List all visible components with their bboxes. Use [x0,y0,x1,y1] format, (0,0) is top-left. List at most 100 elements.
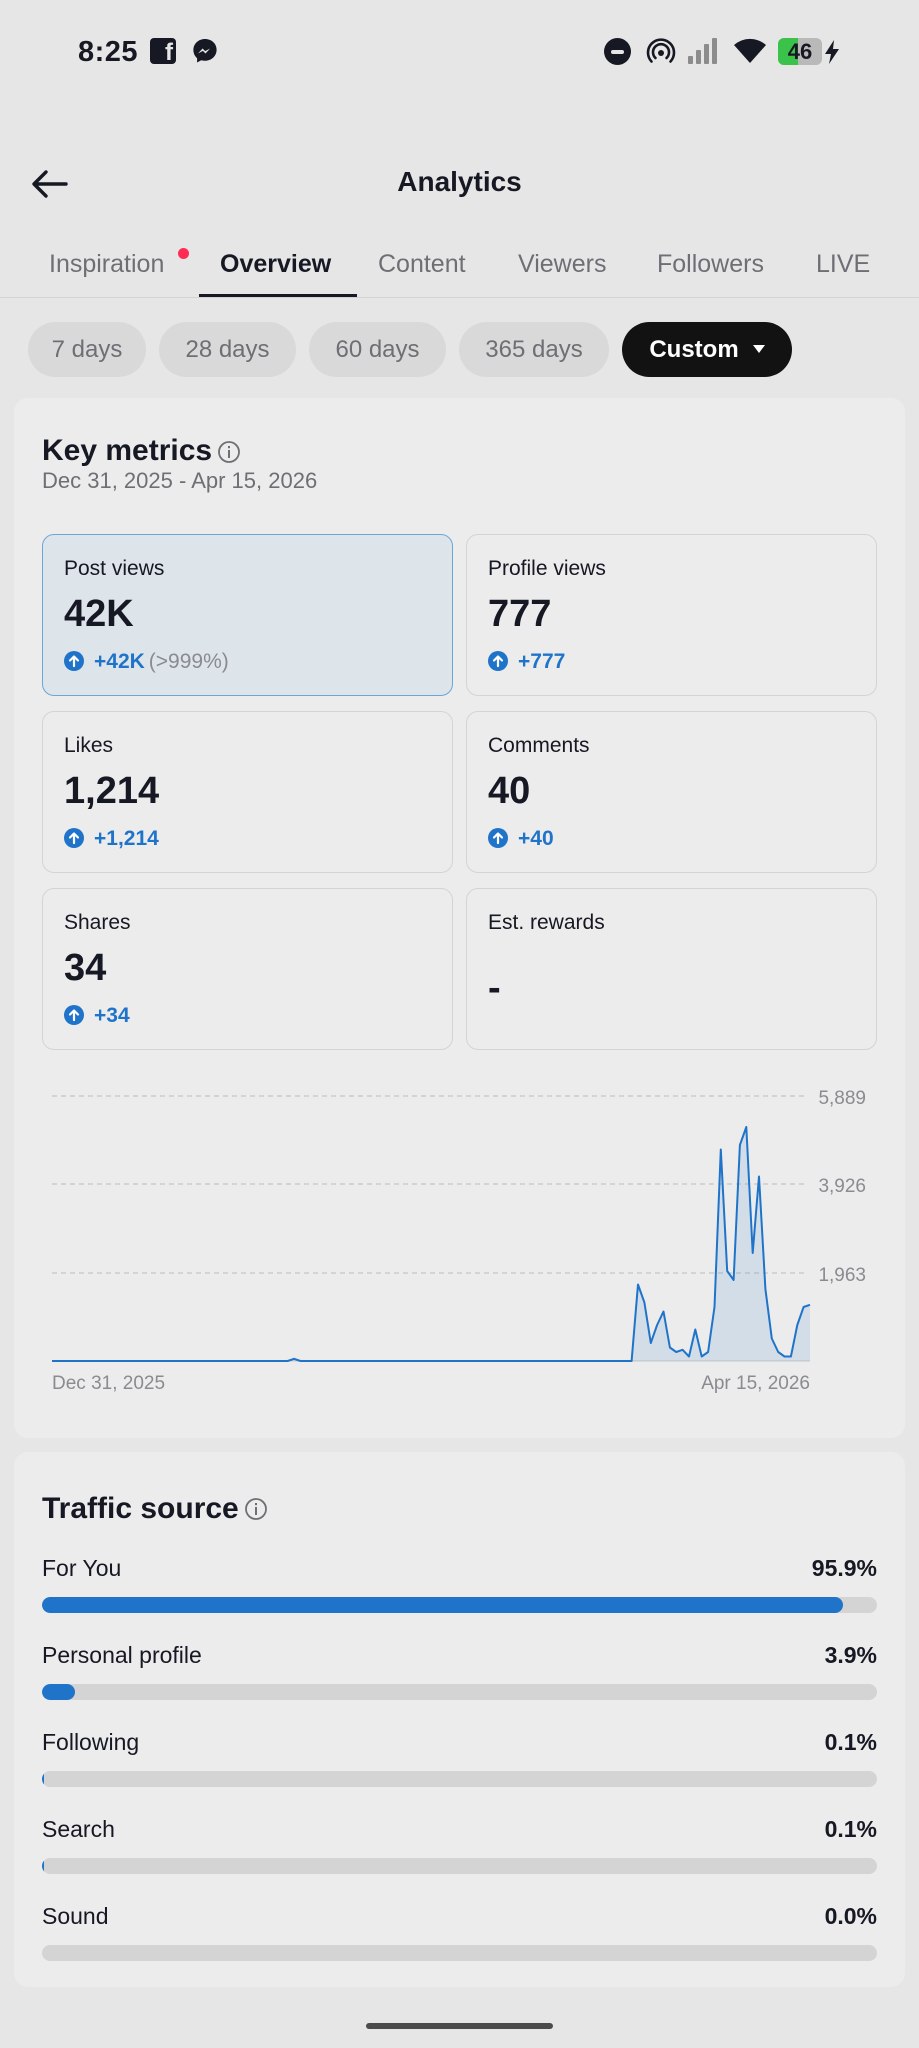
tab-content[interactable]: Content [378,250,466,278]
hotspot-icon [646,38,676,63]
traffic-percent: 0.0% [824,1903,877,1929]
progress-track [42,1945,877,1961]
traffic-row-personal-profile: Personal profile 3.9% [42,1642,877,1722]
tab-viewers[interactable]: Viewers [518,250,607,278]
info-icon[interactable] [244,1497,268,1521]
metric-label: Post views [64,557,165,580]
home-indicator[interactable] [366,2023,553,2029]
arrow-up-circle-icon [64,828,84,848]
metric-value: 1,214 [64,770,160,812]
metric-change: +40 [488,827,554,851]
key-metrics-card: Key metrics Dec 31, 2025 - Apr 15, 2026 … [14,398,905,1438]
progress-track [42,1858,877,1874]
metric-label: Comments [488,734,590,757]
charging-icon [825,40,839,64]
metric-label: Shares [64,911,131,934]
progress-fill [42,1597,843,1613]
tab-inspiration[interactable]: Inspiration [49,250,165,278]
filter-28-days[interactable]: 28 days [159,322,296,377]
battery-icon: 46 [778,38,822,65]
back-arrow-icon[interactable] [28,162,72,206]
metric-card-shares[interactable]: Shares 34 +34 [42,888,453,1050]
active-tab-indicator [199,294,357,297]
metric-label: Likes [64,734,114,757]
battery-level: 46 [787,39,813,64]
filter-60-days[interactable]: 60 days [309,322,446,377]
traffic-label: Search [42,1816,115,1842]
metric-card-post-views[interactable]: Post views 42K +42K (>999%) [42,534,453,696]
filter-365-days[interactable]: 365 days [459,322,609,377]
y-tick-label: 3,926 [818,1176,866,1197]
metric-change-percent: (>999%) [148,650,229,673]
metric-card-likes[interactable]: Likes 1,214 +1,214 [42,711,453,873]
metric-change-value: +40 [518,827,554,850]
traffic-row-sound: Sound 0.0% [42,1903,877,1983]
metric-value: - [488,967,501,1009]
page-title: Analytics [397,166,522,197]
metric-change: +777 [488,650,565,674]
arrow-up-circle-icon [64,1005,84,1025]
metric-card-comments[interactable]: Comments 40 +40 [466,711,877,873]
metric-card-profile-views[interactable]: Profile views 777 +777 [466,534,877,696]
progress-track [42,1684,877,1700]
traffic-row-following: Following 0.1% [42,1729,877,1809]
arrow-up-circle-icon [488,651,508,671]
metric-value: 42K [64,593,134,635]
filter-custom[interactable]: Custom [622,322,792,377]
facebook-icon: f [150,38,176,64]
metric-value: 40 [488,770,531,812]
do-not-disturb-icon [604,38,631,65]
metric-label: Est. rewards [488,911,605,934]
tab-overview[interactable]: Overview [220,250,332,278]
traffic-row-search: Search 0.1% [42,1816,877,1896]
date-range: Dec 31, 2025 - Apr 15, 2026 [42,468,318,493]
x-tick-label-end: Apr 15, 2026 [701,1373,810,1394]
post-views-chart: 5,889 3,926 1,963 Dec 31, 2025 Apr 15, 2… [52,1088,866,1394]
traffic-label: For You [42,1555,122,1581]
progress-fill [42,1684,75,1700]
notification-dot [178,248,189,259]
battery-fill [778,38,799,65]
traffic-source-title: Traffic source [42,1492,239,1525]
metric-card-est-rewards[interactable]: Est. rewards - [466,888,877,1050]
metric-change-value: +777 [518,650,566,673]
traffic-percent: 0.1% [824,1816,877,1842]
progress-track [42,1597,877,1613]
arrow-up-circle-icon [488,828,508,848]
traffic-percent: 95.9% [811,1555,877,1581]
filter-custom-label: Custom [649,336,739,363]
tab-live[interactable]: LIVE [816,250,871,278]
progress-fill [42,1858,44,1874]
metric-change-value: +42K [94,650,145,673]
tab-followers[interactable]: Followers [657,250,764,278]
y-tick-label: 5,889 [818,1088,866,1109]
chart-line-series [52,1126,811,1362]
status-time: 8:25 [78,36,139,68]
arrow-up-circle-icon [64,651,84,671]
key-metrics-title: Key metrics [42,434,213,467]
signal-icon [688,38,717,64]
traffic-row-for-you: For You 95.9% [42,1555,877,1635]
metric-change: +34 [64,1004,130,1028]
traffic-source-card: Traffic source For You 95.9% Personal pr… [14,1452,905,1987]
traffic-percent: 3.9% [824,1642,877,1668]
traffic-label: Sound [42,1903,109,1929]
metric-label: Profile views [488,557,606,580]
metric-change-value: +34 [94,1004,130,1027]
metric-value: 34 [64,947,107,989]
metric-change: +1,214 [64,827,159,851]
messenger-icon [193,39,217,63]
metric-change-value: +1,214 [94,827,159,850]
info-icon[interactable] [217,440,241,464]
chart-area-fill [52,1127,810,1361]
progress-track [42,1771,877,1787]
progress-fill [42,1771,44,1787]
metric-change: +42K (>999%) [64,650,229,674]
y-tick-label: 1,963 [818,1265,866,1286]
filter-7-days[interactable]: 7 days [28,322,146,377]
x-tick-label-start: Dec 31, 2025 [52,1373,165,1394]
status-bar: 8:25 f 46 [0,0,919,105]
caret-down-icon [752,344,765,353]
traffic-percent: 0.1% [824,1729,877,1755]
traffic-label: Following [42,1729,140,1755]
